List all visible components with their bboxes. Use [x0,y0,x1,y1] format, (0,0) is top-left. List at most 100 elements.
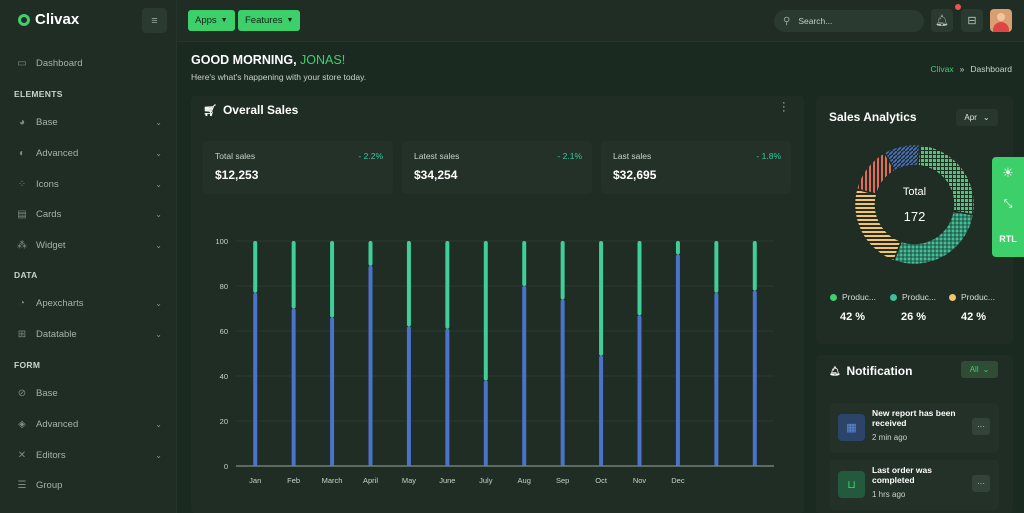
widget-icon: ⁂ [17,239,27,251]
notification-badge [955,4,961,10]
notification-item[interactable]: ⊔ Last order was completed 1 hrs ago ··· [830,460,999,510]
sidebar-section-data: DATA [14,270,38,280]
bar-segment [406,326,411,466]
sidebar-item-label: Editors [36,449,66,461]
stat-change: - 1.8% [756,151,781,161]
bell-icon: 🔔︎ [935,15,949,27]
fullscreen-icon[interactable]: ⤡ [1003,198,1013,210]
avatar-body [993,22,1009,32]
rtl-toggle[interactable]: RTL [999,234,1017,244]
bar-segment [637,241,642,316]
sidebar-item-label: Datatable [36,328,77,340]
sidebar-item-editors[interactable]: ✕ Editors ⌄ [16,446,162,464]
contrast-icon: ◐ [18,147,26,159]
more-options-button[interactable]: ··· [972,418,990,435]
brand-logo[interactable]: Clivax [18,11,79,28]
stat-value: $34,254 [414,168,458,182]
card-title-text: Notification [846,364,913,378]
layout-button[interactable]: ⊟ [961,9,983,32]
sidebar-item-label: Advanced [36,418,79,430]
avatar[interactable] [990,9,1012,32]
greeting-user-name: JONAS! [300,53,346,67]
table-icon: ⊞ [17,328,27,340]
bar-segment [330,241,335,318]
sidebar-item-cards[interactable]: ▤ Cards ⌄ [16,205,162,223]
apps-dropdown-button[interactable]: Apps ▼ [188,10,235,31]
stat-change: - 2.2% [358,151,383,161]
more-options-icon[interactable]: · · · [782,97,786,117]
sidebar-item-elements-base[interactable]: ◕ Base ⌄ [16,113,162,131]
chevron-down-icon: ⌄ [982,113,990,122]
theme-switcher: ☀ ⤡ RTL [992,157,1024,257]
sidebar-item-dashboard[interactable]: ▭ Dashboard [16,54,162,72]
sales-analytics-title: Sales Analytics [829,110,917,124]
month-select-value: Apr [964,113,977,122]
stat-total-sales: Total sales $12,253 - 2.2% [203,141,393,194]
x-tick-label: April [363,476,378,485]
y-tick-label: 100 [215,237,228,246]
page-subtitle: Here's what's happening with your store … [191,72,367,82]
bar-segment [599,241,604,356]
y-tick-label: 40 [220,372,228,381]
sidebar-item-label: Icons [36,178,59,190]
y-tick-label: 80 [220,282,228,291]
group-icon: ☰ [17,479,27,491]
x-tick-label: Nov [633,476,647,485]
y-tick-label: 60 [220,327,228,336]
x-tick-label: May [402,476,416,485]
notifications-button[interactable]: 🔔︎ [931,9,953,32]
notification-card: 🔔︎ Notification All ⌄ ▦ New report has b… [816,355,1013,513]
bar-segment [714,241,719,293]
sidebar-item-label: Widget [36,239,66,251]
sidebar-collapse-button[interactable]: ≡ [142,8,167,33]
bar-segment [714,292,719,466]
cards-icon: ▤ [17,208,27,220]
sidebar-item-label: Apexcharts [36,297,84,309]
x-tick-label: March [322,476,343,485]
sidebar-item-icons[interactable]: ⁘ Icons ⌄ [16,175,162,193]
bar-segment [330,317,335,466]
sidebar-item-group[interactable]: ☰ Group [16,476,162,494]
bar-segment [368,241,373,266]
icons-grid-icon: ⁘ [17,178,27,190]
sidebar-item-form-advanced[interactable]: ◈ Advanced ⌄ [16,415,162,433]
bar-segment [752,241,757,291]
more-options-button[interactable]: ··· [972,475,990,492]
month-select[interactable]: Apr ⌄ [956,109,998,126]
monitor-icon: ▭ [17,57,27,69]
notification-item[interactable]: ▦ New report has been received 2 min ago… [830,403,999,453]
chevron-down-icon: ⌄ [155,298,162,308]
stat-latest-sales: Latest sales $34,254 - 2.1% [402,141,592,194]
search-input[interactable]: ⚲ Search... [774,10,924,32]
chevron-down-icon: ⌄ [155,450,162,460]
bar-segment [406,241,411,327]
sidebar-item-form-base[interactable]: ⊘ Base [16,384,162,402]
bar-segment [291,308,296,466]
palette-icon: ◕ [18,116,26,128]
document-icon: ▦ [838,414,865,441]
bar-segment [445,241,450,329]
stat-last-sales: Last sales $32,695 - 1.8% [601,141,791,194]
sales-donut-chart [853,143,976,266]
sun-icon[interactable]: ☀ [1002,165,1014,180]
notification-filter-select[interactable]: All ⌄ [961,361,998,378]
sidebar-item-label: Dashboard [36,57,83,69]
x-tick-label: Oct [595,476,608,485]
sidebar-item-datatable[interactable]: ⊞ Datatable ⌄ [16,325,162,343]
features-dropdown-button[interactable]: Features ▼ [238,10,301,31]
sidebar-item-apexcharts[interactable]: ◔ Apexcharts ⌄ [16,294,162,312]
stat-value: $32,695 [613,168,657,182]
sidebar-item-widget[interactable]: ⁂ Widget ⌄ [16,236,162,254]
sidebar-item-elements-advanced[interactable]: ◐ Advanced ⌄ [16,144,162,162]
legend-item: Produc... [949,292,995,302]
bar-segment [445,328,450,466]
sidebar-section-form: FORM [14,360,41,370]
y-tick-label: 20 [220,417,228,426]
bar-segment [483,380,488,466]
donut-segment [853,188,903,262]
overall-sales-title: 🛒︎ Overall Sales [203,103,298,117]
breadcrumb-home[interactable]: Clivax [930,64,954,74]
bar-segment [599,355,604,466]
bar-segment [637,315,642,466]
bar-segment [522,286,527,466]
